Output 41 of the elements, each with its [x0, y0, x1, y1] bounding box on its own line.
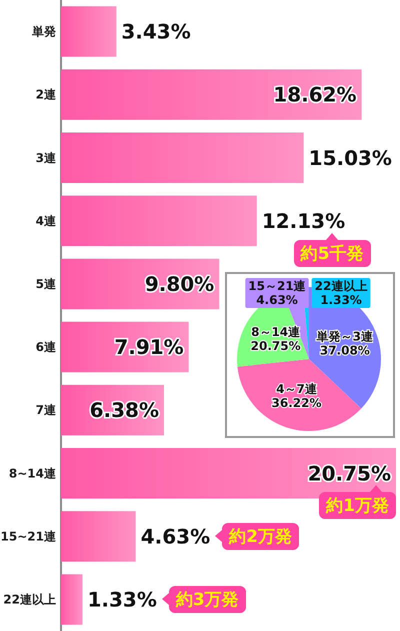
- slice-label: 8～14連: [251, 324, 302, 339]
- y-tick-label: 2連: [36, 88, 57, 102]
- data-label: 18.62%: [273, 82, 357, 107]
- data-label: 15.03%: [308, 146, 392, 170]
- y-tick-label: 22連以上: [3, 592, 56, 606]
- annotation: 約3万発: [176, 588, 239, 611]
- y-tick-label: 7連: [36, 403, 57, 418]
- data-label: 6.38%: [90, 398, 159, 422]
- data-label: 20.75%: [308, 461, 391, 486]
- data-label: 20.75%: [250, 338, 301, 353]
- bar: [61, 196, 257, 246]
- data-label: 9.80%: [144, 272, 214, 296]
- annotation: 約5千発: [300, 242, 364, 265]
- slice-label: 15～21連: [248, 279, 307, 293]
- bar: [61, 132, 304, 183]
- slice-label: 単発～3連: [316, 330, 374, 344]
- bar: [61, 69, 362, 120]
- slice-label: 22連以上: [314, 279, 368, 293]
- data-label: 4.63%: [140, 524, 210, 548]
- y-tick-label: 4連: [36, 214, 57, 228]
- y-tick-label: 単発: [31, 24, 56, 39]
- bar: [61, 574, 82, 625]
- annotation: 約2万発: [229, 526, 292, 548]
- bar: [61, 448, 396, 498]
- bar: [61, 6, 116, 57]
- data-label: 12.13%: [262, 208, 346, 233]
- data-label: 36.22%: [272, 396, 322, 410]
- y-tick-label: 8~14連: [8, 466, 57, 480]
- y-tick-label: 6連: [36, 340, 57, 354]
- data-label: 1.33%: [320, 293, 362, 307]
- bar: [61, 511, 136, 562]
- data-label: 37.08%: [320, 344, 370, 358]
- data-label: 1.33%: [87, 587, 157, 612]
- y-tick-label: 5連: [36, 276, 57, 291]
- y-tick-label: 15~21連: [0, 529, 57, 544]
- data-label: 4.63%: [256, 293, 298, 307]
- y-tick-label: 3連: [36, 150, 57, 165]
- slice-label: 4～7連: [276, 382, 318, 396]
- annotation: 約1万発: [326, 495, 389, 518]
- data-label: 3.43%: [121, 20, 191, 44]
- data-label: 7.91%: [114, 335, 184, 360]
